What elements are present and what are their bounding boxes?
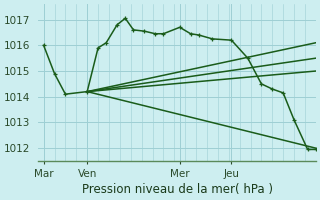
X-axis label: Pression niveau de la mer( hPa ): Pression niveau de la mer( hPa ): [82, 183, 273, 196]
